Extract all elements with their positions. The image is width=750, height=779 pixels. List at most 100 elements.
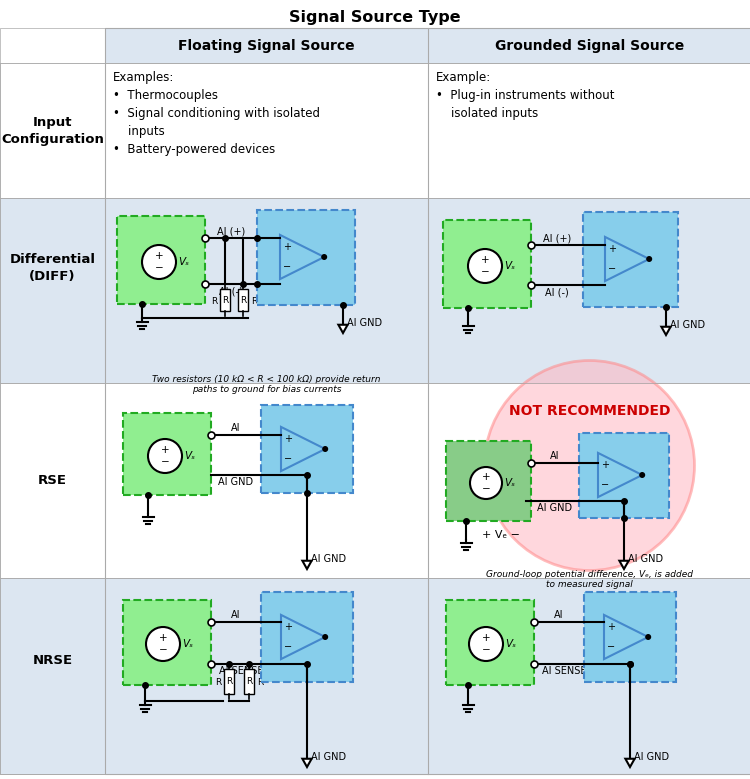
Bar	[428, 28, 750, 63]
Circle shape	[321, 254, 327, 260]
Circle shape	[468, 249, 502, 283]
Circle shape	[322, 446, 328, 452]
Text: AI GND: AI GND	[347, 318, 382, 328]
Text: −: −	[160, 457, 170, 467]
Text: AI GND: AI GND	[628, 554, 663, 564]
Text: AI (-): AI (-)	[219, 286, 243, 296]
Text: +: +	[284, 622, 292, 632]
Text: +: +	[482, 633, 490, 643]
Text: −: −	[283, 262, 291, 272]
Circle shape	[142, 245, 176, 279]
Bar	[257, 210, 355, 305]
Text: R: R	[214, 678, 221, 687]
Text: −: −	[607, 642, 615, 652]
Text: Vₛ: Vₛ	[184, 451, 195, 461]
Circle shape	[146, 627, 180, 661]
Text: Signal Source Type: Signal Source Type	[290, 9, 460, 24]
Bar	[105, 28, 750, 774]
Text: +: +	[607, 622, 615, 632]
Bar	[0, 28, 105, 774]
Bar	[584, 592, 676, 682]
Text: +: +	[482, 472, 490, 482]
Text: AI GND: AI GND	[538, 503, 572, 513]
Polygon shape	[662, 326, 670, 335]
Polygon shape	[626, 759, 634, 767]
Text: Differential
(DIFF): Differential (DIFF)	[10, 253, 95, 284]
Bar	[428, 383, 750, 578]
Text: +: +	[154, 251, 164, 260]
Bar	[105, 578, 428, 774]
Bar	[123, 413, 211, 495]
Circle shape	[469, 627, 503, 661]
Text: Two resistors (10 kΩ < R < 100 kΩ) provide return
paths to ground for bias curre: Two resistors (10 kΩ < R < 100 kΩ) provi…	[152, 375, 381, 394]
Polygon shape	[338, 325, 347, 333]
Text: −: −	[601, 480, 609, 490]
Text: +: +	[608, 244, 616, 254]
Bar	[261, 592, 353, 682]
Text: AI (-): AI (-)	[545, 287, 568, 297]
Text: Floating Signal Source: Floating Signal Source	[178, 38, 355, 52]
Text: Examples:
•  Thermocouples
•  Signal conditioning with isolated
    inputs
•  Ba: Examples: • Thermocouples • Signal condi…	[113, 71, 320, 156]
Text: Input
Configuration: Input Configuration	[1, 115, 104, 146]
Text: −: −	[481, 267, 489, 277]
Polygon shape	[302, 759, 311, 767]
Text: Vₛ: Vₛ	[504, 478, 515, 488]
Text: −: −	[159, 646, 167, 655]
Bar	[0, 198, 750, 383]
Bar	[261, 405, 353, 493]
Text: AI: AI	[231, 423, 241, 433]
Polygon shape	[620, 561, 628, 569]
Text: AI (+): AI (+)	[217, 226, 245, 236]
Text: −: −	[482, 646, 490, 655]
Text: NOT RECOMMENDED: NOT RECOMMENDED	[509, 404, 670, 418]
Text: R: R	[222, 295, 228, 305]
Text: R: R	[226, 677, 232, 686]
Circle shape	[322, 634, 328, 640]
Bar	[0, 578, 105, 774]
Text: AI GND: AI GND	[218, 477, 254, 487]
Text: Vₛ: Vₛ	[504, 261, 515, 271]
Text: AI GND: AI GND	[670, 320, 705, 330]
Text: +: +	[284, 434, 292, 444]
Text: Grounded Signal Source: Grounded Signal Source	[495, 38, 684, 52]
Bar	[117, 216, 205, 304]
Polygon shape	[280, 235, 324, 279]
Text: +: +	[601, 460, 609, 470]
Text: Vₛ: Vₛ	[178, 257, 189, 267]
Text: +: +	[481, 255, 489, 265]
Bar	[105, 63, 428, 198]
Bar	[220, 289, 230, 311]
Text: AI GND: AI GND	[311, 554, 346, 564]
Bar	[0, 198, 105, 383]
Bar	[428, 578, 750, 774]
Polygon shape	[598, 453, 642, 497]
Bar	[446, 600, 534, 685]
Bar	[0, 578, 750, 774]
Text: AI: AI	[231, 610, 241, 620]
Bar	[105, 198, 428, 383]
Circle shape	[645, 634, 651, 640]
Text: AI GND: AI GND	[311, 752, 346, 762]
Text: RSE: RSE	[38, 474, 67, 487]
Text: AI GND: AI GND	[634, 752, 669, 762]
Bar	[123, 600, 211, 685]
Text: +: +	[283, 242, 291, 252]
Circle shape	[148, 439, 182, 473]
Text: −: −	[284, 454, 292, 464]
Text: R: R	[257, 678, 263, 687]
Text: +: +	[159, 633, 167, 643]
Bar	[428, 63, 750, 198]
Polygon shape	[281, 615, 326, 659]
Polygon shape	[302, 561, 311, 569]
Text: R: R	[211, 297, 217, 305]
Bar	[446, 441, 531, 521]
Bar	[579, 433, 669, 518]
Text: −: −	[284, 642, 292, 652]
Text: R: R	[246, 677, 252, 686]
Polygon shape	[605, 237, 650, 281]
Circle shape	[639, 472, 645, 478]
Text: −: −	[482, 484, 490, 494]
Circle shape	[484, 361, 694, 570]
Text: R: R	[240, 295, 246, 305]
Bar	[428, 198, 750, 383]
